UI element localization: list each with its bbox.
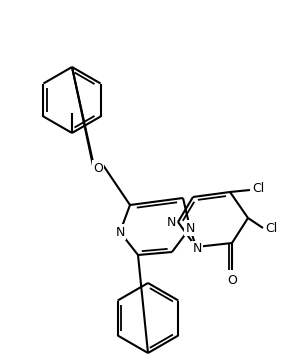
Text: O: O (227, 273, 237, 286)
Text: N: N (185, 222, 195, 234)
Text: Cl: Cl (265, 222, 277, 234)
Text: Cl: Cl (252, 182, 264, 194)
Text: N: N (115, 226, 125, 238)
Text: N: N (192, 242, 202, 256)
Text: O: O (93, 162, 103, 174)
Text: N: N (167, 215, 176, 229)
